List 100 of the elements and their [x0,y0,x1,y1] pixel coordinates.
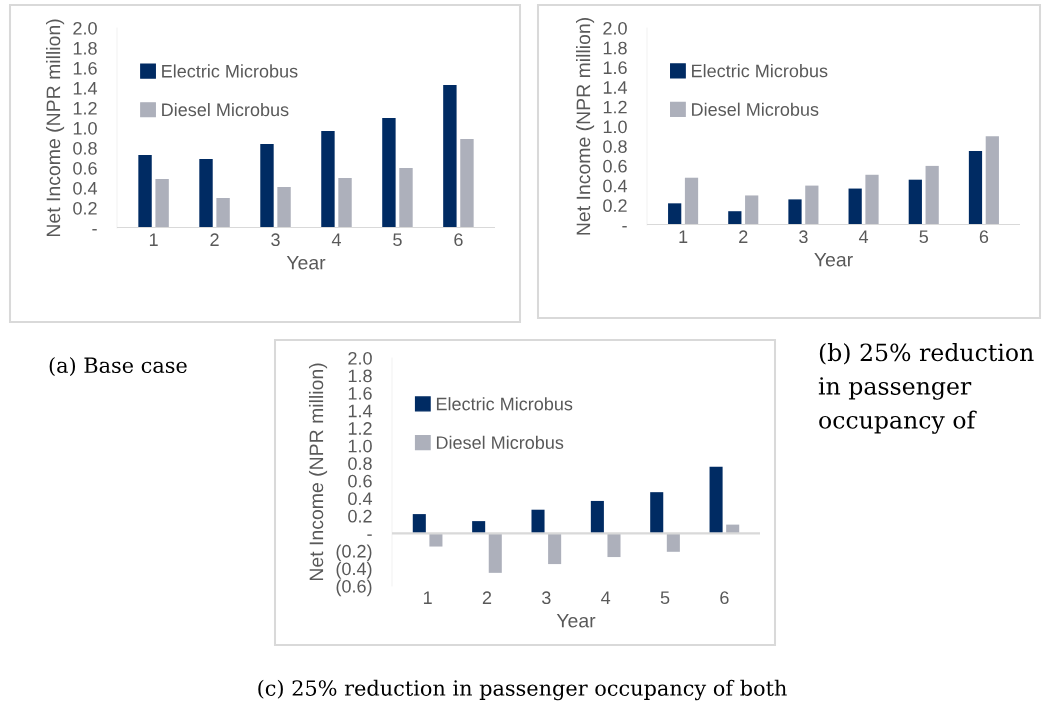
y-tick-label: 0.2 [603,199,627,213]
y-tick-label: 1.0 [73,121,97,135]
bar [968,151,983,225]
x-tick-label: 5 [660,591,670,605]
bar [199,159,213,228]
x-axis-title: Year [286,255,326,270]
y-tick-label: 2.0 [348,351,372,365]
y-tick-label: 0.4 [348,492,373,506]
y-tick-label: 0.8 [603,140,627,153]
y-tick-label: 0.6 [348,474,372,488]
y-tick-label: 0.6 [73,161,97,175]
text: (a) Base case [49,356,187,376]
x-tick-label: 3 [541,591,551,605]
legend-label: Diesel Microbus [162,102,289,117]
y-tick-label: 1.8 [73,41,97,55]
text: (b) 25% reduction in passenger occupancy of [818,343,1034,434]
bar [728,211,742,225]
bar [848,188,862,225]
x-tick-label: 6 [720,591,729,605]
x-tick-label: 4 [331,233,341,246]
bar [443,85,457,228]
bar [925,165,939,225]
bar [668,203,682,225]
x-axis-title: Year [556,613,596,628]
legend-label: Electric Microbus [692,64,828,78]
x-tick-label: 5 [919,230,929,244]
bar [650,492,664,534]
y-tick-label: 1.0 [603,120,627,134]
bar [865,174,879,225]
bar [138,155,152,228]
y-tick-label: 1.6 [73,61,97,75]
bar [607,533,621,558]
y-axis-title: Net Income (NPR million) [308,363,328,581]
y-tick-label: - [367,534,372,536]
bar [277,187,291,228]
y-tick-label: - [622,226,627,228]
bar [788,199,802,225]
y-tick-label: 0.4 [73,181,98,195]
y-tick-label: (0.4) [336,561,372,579]
text: (c) 25% reduction in passenger occupancy of both [258,679,787,701]
y-tick-label: 0.6 [603,159,627,173]
legend-label: Electric Microbus [436,397,573,411]
x-tick-label: 2 [739,230,748,243]
y-tick-label: 2.0 [603,21,627,35]
x-tick-label: 2 [210,233,219,246]
bar [709,466,723,534]
bar [488,533,502,573]
bar [745,195,759,225]
bar [805,185,819,225]
y-tick-label: 1.6 [603,61,627,75]
legend-label: Diesel Microbus [692,102,819,116]
y-tick-label: (0.6) [336,579,372,597]
bar [216,198,230,228]
legend-label: Diesel Microbus [436,435,564,449]
y-tick-label: - [92,229,97,231]
bar [590,500,604,534]
bar [321,131,335,228]
bar [684,177,699,225]
bar [399,168,413,228]
y-tick-label: 2.0 [73,21,97,35]
bar [908,179,922,225]
x-tick-label: 6 [454,233,463,247]
x-tick-label: 3 [271,233,280,247]
y-tick-label: 1.0 [348,439,372,453]
bar [531,509,545,534]
x-tick-label: 1 [149,233,158,246]
legend-label: Electric Microbus [162,64,298,78]
y-tick-label: 1.8 [603,41,627,55]
y-axis-title: Net Income (NPR million) [576,18,595,235]
x-tick-label: 6 [979,230,989,244]
y-tick-label: 0.4 [603,179,628,193]
y-axis-title: Net Income (NPR million) [46,19,65,237]
y-tick-label: 1.2 [73,101,97,115]
bar [260,144,274,228]
bar [429,533,443,547]
bar [338,178,352,228]
y-tick-label: (0.2) [336,544,372,562]
bar [155,179,169,228]
y-tick-label: 1.4 [603,81,628,94]
y-tick-label: 0.2 [348,509,372,523]
x-tick-label: 3 [799,230,808,244]
bar [412,514,426,534]
x-tick-label: 1 [423,591,432,604]
x-axis-title: Year [814,252,853,267]
y-tick-label: 1.2 [603,100,627,114]
y-tick-label: 0.8 [348,457,372,470]
bar [460,139,474,228]
x-tick-label: 2 [482,591,492,604]
bar [548,533,562,565]
y-tick-label: 0.8 [73,141,97,155]
bar [382,118,396,228]
x-tick-label: 4 [601,591,611,604]
x-tick-label: 1 [679,230,688,243]
y-tick-label: 1.6 [348,387,372,400]
x-tick-label: 5 [393,233,402,247]
x-tick-label: 4 [858,230,869,243]
y-tick-label: 0.2 [73,201,97,215]
bar [666,533,680,552]
bar [985,136,999,225]
y-tick-label: 1.4 [348,404,373,418]
